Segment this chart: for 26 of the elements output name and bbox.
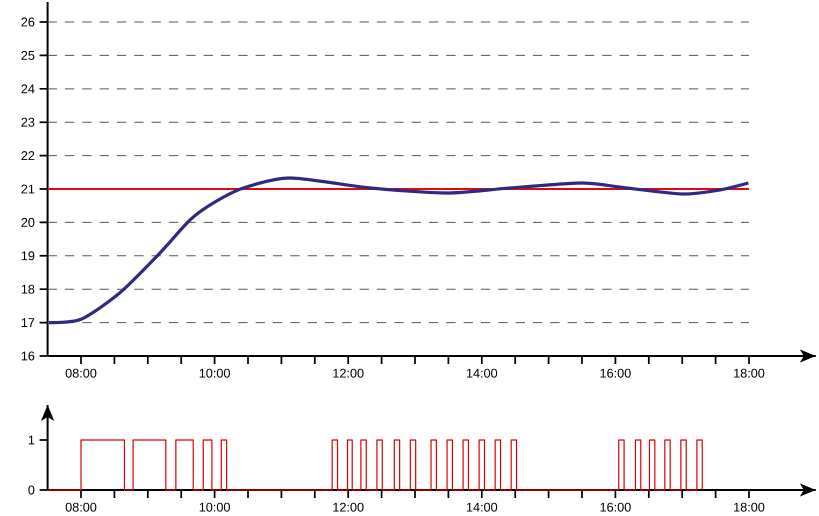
x-tick-label: 12:00 xyxy=(333,368,364,378)
y-tick-label: 22 xyxy=(21,151,34,160)
y-tick-label: 16 xyxy=(22,352,34,360)
x-tick-label: 08:00 xyxy=(66,368,96,378)
x-tick-label: 18:00 xyxy=(734,368,764,378)
x-tick-label: 12:00 xyxy=(333,502,364,512)
y-tick-label: 19 xyxy=(22,251,34,260)
y-tick-label: 17 xyxy=(22,318,34,327)
y-tick-label: 18 xyxy=(22,284,34,294)
y-tick-label: 21 xyxy=(21,184,34,194)
x-tick-label: 16:00 xyxy=(600,502,631,512)
x-tick-label: 10:00 xyxy=(200,368,230,378)
y-tick-label: 23 xyxy=(21,118,34,127)
x-tick-label: 10:00 xyxy=(200,502,230,512)
y-tick-label: 0 xyxy=(28,486,34,494)
x-tick-label: 14:00 xyxy=(466,368,498,378)
y-tick-label: 20 xyxy=(21,218,34,227)
line-series xyxy=(47,176,750,324)
x-tick-label: 08:00 xyxy=(66,502,96,512)
x-tick-label: 14:00 xyxy=(466,502,498,512)
y-tick-label: 25 xyxy=(21,50,34,60)
x-tick-label: 16:00 xyxy=(600,368,631,378)
x-tick-label: 18:00 xyxy=(734,502,764,512)
y-tick-label: 24 xyxy=(21,84,35,94)
y-tick-label: 1 xyxy=(28,436,34,444)
y-tick-label: 26 xyxy=(21,18,34,27)
